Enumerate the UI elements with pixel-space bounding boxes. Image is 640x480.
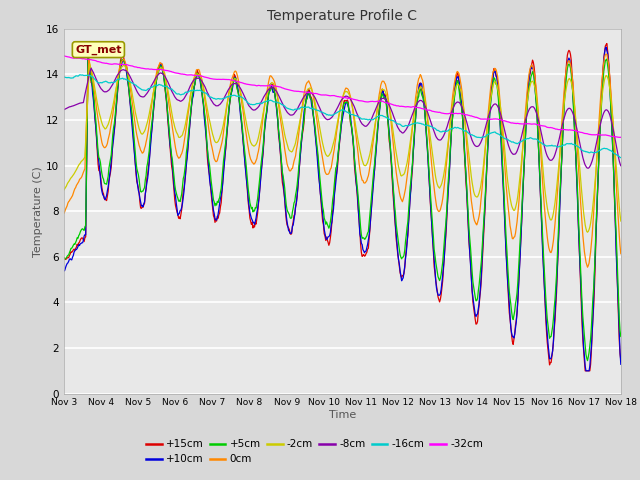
0cm — [127, 94, 135, 99]
-2cm — [428, 141, 435, 146]
+10cm — [214, 215, 221, 220]
-2cm — [60, 187, 68, 192]
X-axis label: Time: Time — [329, 410, 356, 420]
+15cm — [410, 137, 418, 143]
+10cm — [582, 368, 590, 374]
-8cm — [617, 163, 625, 168]
-8cm — [584, 165, 592, 171]
+5cm — [214, 200, 222, 205]
-2cm — [214, 139, 222, 144]
-8cm — [428, 120, 435, 126]
0cm — [410, 109, 418, 115]
+5cm — [617, 334, 625, 339]
0cm — [214, 157, 221, 163]
0cm — [602, 51, 610, 57]
+10cm — [184, 145, 192, 151]
-16cm — [76, 72, 84, 78]
+15cm — [60, 255, 68, 261]
-8cm — [70, 103, 78, 108]
0cm — [426, 147, 434, 153]
-2cm — [86, 61, 93, 67]
+15cm — [426, 200, 434, 205]
-16cm — [70, 74, 78, 80]
Line: +5cm: +5cm — [64, 59, 621, 360]
-8cm — [411, 105, 419, 111]
Line: -32cm: -32cm — [64, 56, 621, 137]
Line: -2cm: -2cm — [64, 64, 621, 232]
-16cm — [411, 120, 419, 126]
-32cm — [616, 134, 623, 140]
Legend: +15cm, +10cm, +5cm, 0cm, -2cm, -8cm, -16cm, -32cm: +15cm, +10cm, +5cm, 0cm, -2cm, -8cm, -16… — [142, 435, 487, 468]
+10cm — [602, 44, 610, 50]
+5cm — [60, 255, 68, 261]
+5cm — [584, 358, 591, 363]
-2cm — [617, 218, 625, 224]
-32cm — [127, 63, 135, 69]
-32cm — [410, 104, 418, 109]
-32cm — [70, 55, 78, 61]
-16cm — [214, 96, 222, 102]
0cm — [70, 188, 78, 193]
-8cm — [185, 87, 193, 93]
-16cm — [428, 123, 435, 129]
0cm — [584, 264, 591, 270]
-16cm — [185, 89, 193, 95]
+10cm — [617, 361, 625, 367]
+15cm — [581, 368, 589, 374]
Title: Temperature Profile C: Temperature Profile C — [268, 10, 417, 24]
Line: +15cm: +15cm — [64, 44, 621, 371]
-8cm — [87, 65, 95, 71]
-16cm — [60, 74, 68, 80]
-2cm — [411, 106, 419, 112]
-32cm — [617, 134, 625, 140]
Y-axis label: Temperature (C): Temperature (C) — [33, 166, 43, 257]
-16cm — [128, 80, 136, 86]
+5cm — [185, 128, 193, 133]
0cm — [60, 210, 68, 216]
+15cm — [184, 144, 192, 150]
+5cm — [70, 241, 78, 247]
+5cm — [128, 112, 136, 118]
-8cm — [60, 107, 68, 112]
+5cm — [84, 56, 92, 61]
+15cm — [127, 109, 135, 115]
Line: 0cm: 0cm — [64, 54, 621, 267]
+15cm — [70, 246, 78, 252]
0cm — [617, 251, 625, 256]
-32cm — [60, 53, 68, 59]
-2cm — [128, 91, 136, 97]
-8cm — [128, 78, 136, 84]
Line: -8cm: -8cm — [64, 68, 621, 168]
-8cm — [214, 103, 222, 108]
Line: +10cm: +10cm — [64, 47, 621, 371]
+5cm — [428, 201, 435, 206]
-2cm — [70, 171, 78, 177]
-32cm — [184, 72, 192, 78]
-2cm — [185, 103, 193, 108]
0cm — [184, 113, 192, 119]
+15cm — [214, 214, 221, 219]
+10cm — [70, 249, 78, 255]
+15cm — [617, 357, 625, 363]
+15cm — [603, 41, 611, 47]
-16cm — [617, 155, 625, 160]
+5cm — [411, 125, 419, 131]
+10cm — [127, 116, 135, 122]
Text: GT_met: GT_met — [75, 45, 122, 55]
+10cm — [60, 268, 68, 274]
+10cm — [426, 197, 434, 203]
-2cm — [584, 229, 591, 235]
+10cm — [410, 141, 418, 146]
-32cm — [426, 108, 434, 113]
-32cm — [214, 76, 221, 82]
Line: -16cm: -16cm — [64, 75, 621, 157]
